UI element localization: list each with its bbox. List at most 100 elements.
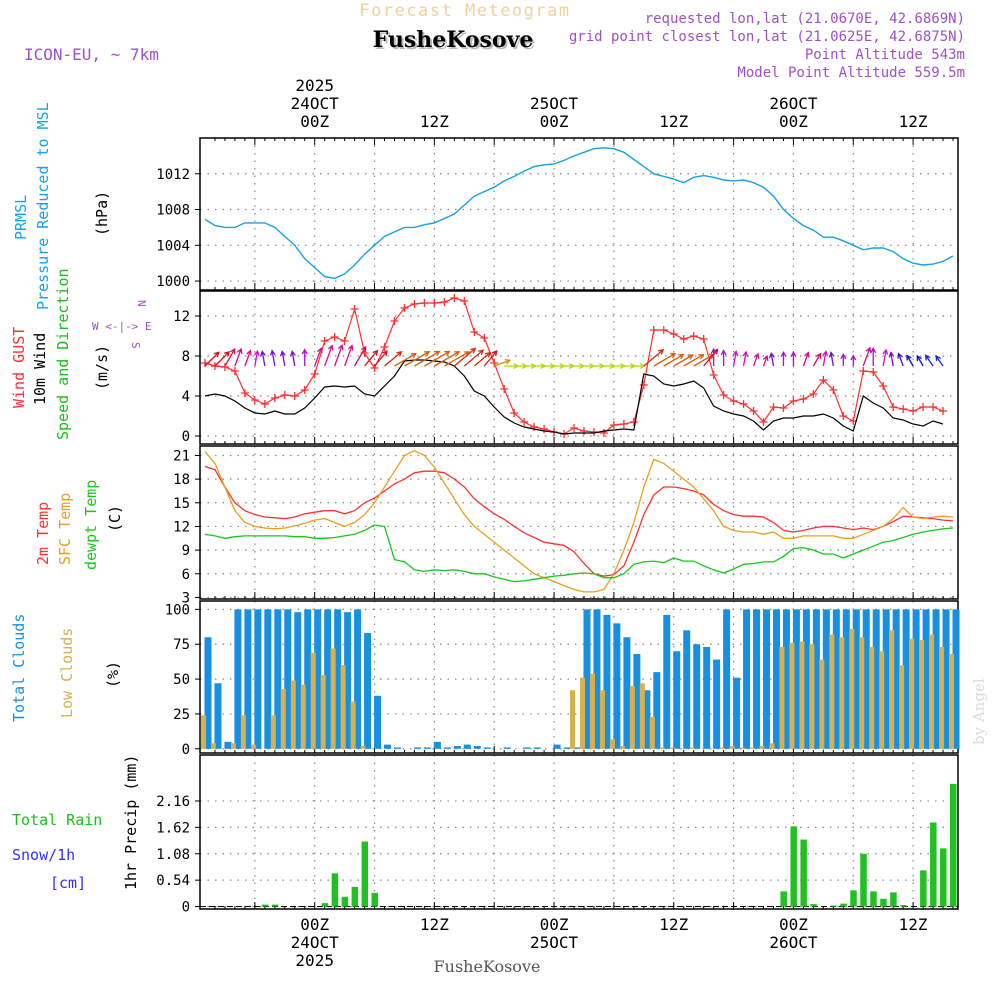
direction-legend-s: S xyxy=(129,342,142,349)
y-tick-label: 9 xyxy=(182,543,190,559)
wind-arrow-head xyxy=(670,353,677,359)
wind-arrow xyxy=(613,363,626,369)
wind-arrow xyxy=(916,354,924,367)
wind-arrow xyxy=(802,351,810,367)
wind-arrow xyxy=(301,348,308,366)
y-tick-label: 0 xyxy=(182,900,190,916)
gust-marker xyxy=(599,429,608,437)
low-cloud-bar xyxy=(759,746,765,749)
time-label-line: 24OCT xyxy=(291,94,340,113)
wind-arrow-shaft xyxy=(261,351,266,367)
wind-arrow-shaft xyxy=(281,351,286,367)
wind-arrow xyxy=(840,353,847,366)
y-tick-label: 1004 xyxy=(156,238,190,254)
total-cloud-bar xyxy=(653,672,661,749)
wind-arrow xyxy=(870,347,877,366)
model-label: ICON-EU, ~ 7km xyxy=(24,45,159,64)
y-tick-label: 1.62 xyxy=(156,820,190,836)
panel-temperature: 3 6 9 12 15 18 21 xyxy=(173,445,959,606)
panel-frame xyxy=(199,445,959,600)
rain-bar xyxy=(890,892,897,907)
wind-arrow-head xyxy=(710,347,717,354)
wind-arrow-shaft xyxy=(683,354,704,367)
panel-frame xyxy=(199,754,959,910)
wind-arrow-shaft xyxy=(898,353,904,367)
total-cloud-bar xyxy=(872,609,880,749)
wind-arrow xyxy=(414,350,441,367)
time-label-line: 00Z xyxy=(540,112,569,131)
total-cloud-bar xyxy=(743,609,751,749)
low-cloud-bar xyxy=(210,743,216,749)
y-tick-label: 0.54 xyxy=(156,873,190,889)
total-cloud-bar xyxy=(852,609,860,749)
wind-arrow-shaft xyxy=(862,347,871,367)
time-label-line: 26OCT xyxy=(769,933,818,952)
time-label-line: 12Z xyxy=(420,915,449,934)
wind-arrow-shaft xyxy=(424,351,450,367)
time-label: 12Z xyxy=(659,915,688,934)
wind-arrow xyxy=(544,363,556,369)
total-cloud-bar xyxy=(473,746,481,749)
low-cloud-bar xyxy=(819,659,825,749)
gust-marker xyxy=(530,423,539,431)
gust-marker xyxy=(230,367,239,375)
cloud-side-labels: Total Clouds Low Clouds (%) xyxy=(10,614,122,722)
gust-marker xyxy=(869,368,878,376)
time-label-line: 12Z xyxy=(659,112,688,131)
wind-arrow-head xyxy=(491,350,498,357)
wind-arrow xyxy=(710,347,717,366)
wind-arrow-head xyxy=(279,350,286,357)
total-cloud-bar xyxy=(334,609,342,749)
low-cloud-bar xyxy=(310,652,316,749)
time-label-line: 2025 xyxy=(295,951,334,970)
cloud-ylabel: (%) xyxy=(104,661,122,688)
gust-marker xyxy=(430,299,439,307)
wind-arrow xyxy=(673,354,694,367)
y-tick-label: 18 xyxy=(173,472,190,488)
low-cloud-bar xyxy=(240,715,246,749)
rain-bar xyxy=(371,892,379,907)
wind-arrow xyxy=(906,354,914,367)
total-cloud-bar xyxy=(882,609,890,749)
total-cloud-bar xyxy=(713,659,721,749)
total-cloud-bar xyxy=(723,609,731,749)
wind-arrow-shaft xyxy=(414,351,440,367)
wind-arrow-shaft xyxy=(673,354,694,367)
panel-frame xyxy=(199,290,959,445)
y-tick-label: 6 xyxy=(182,567,190,583)
total-cloud-bar xyxy=(523,747,531,749)
wind-arrow-head xyxy=(870,347,877,354)
wind-arrow-head xyxy=(888,351,895,358)
gust-marker xyxy=(400,304,409,312)
gust-marker xyxy=(609,421,618,429)
wind-arrow-head xyxy=(822,350,829,357)
wind-arrow-shaft xyxy=(653,353,676,367)
total-cloud-bar xyxy=(633,653,641,749)
wind-arrow-shaft xyxy=(271,350,276,367)
wind-arrow-shaft xyxy=(693,353,715,367)
gust-marker xyxy=(350,305,359,313)
wind-arrow-shaft xyxy=(473,352,491,367)
low-cloud-bar xyxy=(250,744,256,749)
gust-marker xyxy=(440,298,449,306)
time-label-line: 2025 xyxy=(295,76,334,95)
low-cloud-bar xyxy=(929,634,935,749)
wind-arrow-head xyxy=(804,351,810,358)
wind-arrow-head xyxy=(815,352,822,359)
wind-arrow-head xyxy=(230,348,236,355)
wind-arrow-head xyxy=(253,349,260,357)
gust-marker xyxy=(689,332,698,340)
wind-arrow-head xyxy=(301,348,308,355)
wind-arrow xyxy=(244,349,252,367)
wind-10m-label: 10m Wind xyxy=(31,333,49,405)
total-cloud-bar xyxy=(264,609,272,749)
precip-cm-label: [cm] xyxy=(50,874,86,892)
wind-arrow-head xyxy=(289,350,296,357)
wind-arrow-shaft xyxy=(204,351,220,367)
wind-arrow-shaft xyxy=(434,351,460,367)
low-cloud-bar xyxy=(619,746,625,749)
pressure-label-prmsl: PRMSL xyxy=(12,195,30,240)
